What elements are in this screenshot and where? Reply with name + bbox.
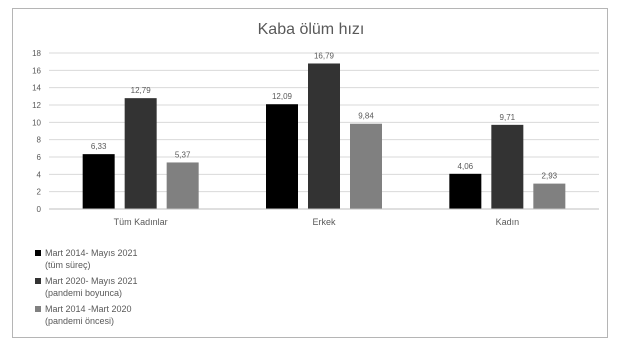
y-tick-label: 6 — [37, 153, 42, 162]
data-label: 4,06 — [458, 162, 474, 171]
y-tick-label: 10 — [32, 118, 41, 127]
legend-item: Mart 2014 -Mart 2020 (pandemi öncesi) — [35, 303, 225, 327]
bar — [491, 124, 524, 209]
bar — [533, 183, 566, 209]
x-tick-label: Kadın — [496, 217, 520, 227]
y-tick-label: 0 — [37, 205, 42, 214]
legend-label: Mart 2014- Mayıs 2021 (tüm süreç) — [45, 248, 138, 270]
chart-title: Kaba ölüm hızı — [257, 21, 365, 38]
bar — [449, 173, 482, 209]
bar — [308, 63, 340, 210]
y-tick-label: 4 — [37, 170, 42, 179]
x-tick-label: Erkek — [312, 217, 336, 227]
bar — [350, 123, 382, 209]
data-label: 16,79 — [314, 51, 335, 60]
legend-label: Mart 2014 -Mart 2020 (pandemi öncesi) — [45, 304, 132, 326]
x-tick-label: Tüm Kadınlar — [114, 217, 168, 227]
legend-swatch — [35, 278, 41, 284]
data-label: 12,79 — [131, 86, 152, 95]
data-label: 5,37 — [175, 150, 191, 159]
y-tick-label: 18 — [32, 49, 41, 58]
y-tick-label: 12 — [32, 101, 41, 110]
bar — [266, 104, 298, 209]
data-label: 9,71 — [500, 113, 516, 122]
y-tick-label: 14 — [32, 84, 41, 93]
chart-legend: Mart 2014- Mayıs 2021 (tüm süreç) Mart 20… — [35, 247, 225, 331]
y-tick-label: 16 — [32, 66, 41, 75]
legend-swatch — [35, 250, 41, 256]
bar — [124, 98, 157, 209]
chart-plot-area: 0 2 4 6 8 10 12 14 16 18 6,33 12,79 5,37 Tüm Kadınlar… — [32, 49, 599, 227]
bar — [82, 154, 115, 209]
chart-frame: Kaba ölüm hızı 0 2 4 6 8 10 12 14 16 18 6,33 12,79 5… — [12, 8, 608, 338]
data-label: 2,93 — [542, 172, 558, 181]
legend-item: Mart 2014- Mayıs 2021 (tüm süreç) — [35, 247, 225, 271]
bar — [166, 162, 199, 209]
y-tick-label: 8 — [37, 136, 42, 145]
data-label: 12,09 — [272, 92, 293, 101]
legend-item: Mart 2020- Mayıs 2021 (pandemi boyunca) — [35, 275, 225, 299]
y-tick-label: 2 — [37, 188, 42, 197]
legend-label: Mart 2020- Mayıs 2021 (pandemi boyunca) — [45, 276, 138, 298]
data-label: 9,84 — [358, 112, 374, 121]
legend-swatch — [35, 306, 41, 312]
data-label: 6,33 — [91, 142, 107, 151]
